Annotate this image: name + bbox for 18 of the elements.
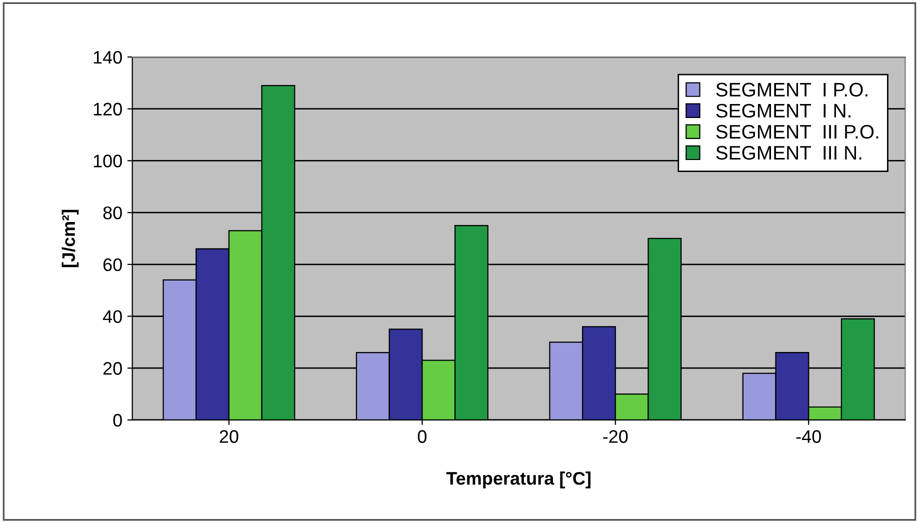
- legend-label: SEGMENT I P.O.: [716, 82, 868, 97]
- y-tick-label: 0: [113, 414, 122, 427]
- y-tick-label: 80: [103, 206, 122, 220]
- legend-label: SEGMENT I N.: [716, 104, 850, 118]
- x-tick-label: -20: [603, 430, 628, 443]
- x-tick-label: 0: [418, 430, 426, 443]
- legend-label: SEGMENT III N.: [716, 146, 862, 160]
- y-tick-label: 20: [103, 362, 122, 375]
- y-tick-label: 120: [94, 102, 122, 116]
- y-tick-label: 60: [103, 258, 122, 272]
- legend-label: SEGMENT III P.O.: [716, 124, 878, 139]
- x-axis-title: Temperatura [°C]: [446, 472, 590, 488]
- y-tick-label: 100: [94, 154, 122, 168]
- x-tick-label: 20: [220, 430, 238, 443]
- y-tick-label: 140: [94, 50, 122, 64]
- y-axis-title: [J/cm²]: [62, 210, 79, 268]
- y-tick-label: 40: [102, 310, 122, 323]
- x-tick-label: -40: [796, 430, 821, 443]
